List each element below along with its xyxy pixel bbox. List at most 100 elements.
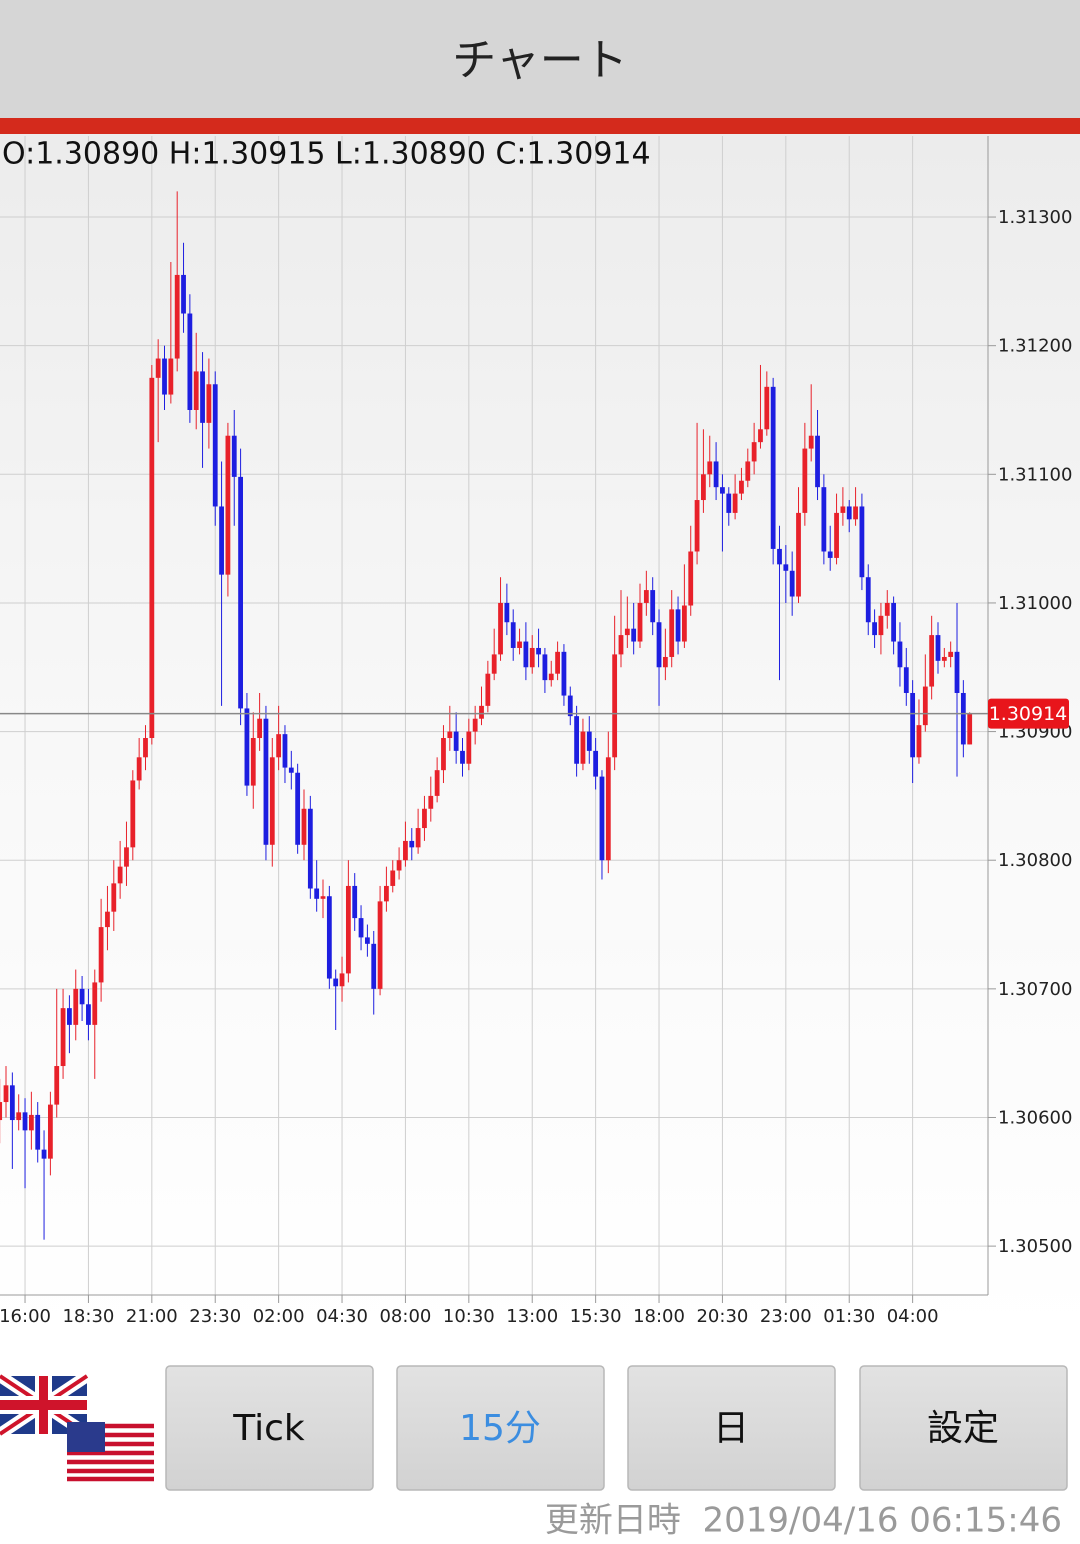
candle-body: [390, 870, 396, 886]
last-price-tag: [988, 698, 1069, 729]
candle-body: [555, 651, 560, 674]
candle-body: [174, 274, 180, 359]
candle-body: [206, 384, 212, 423]
candle-body: [149, 377, 155, 739]
candle-body: [612, 654, 618, 758]
candle-body: [9, 1085, 15, 1121]
candle-body: [929, 635, 935, 687]
candle-body: [409, 840, 415, 848]
flag-us: [67, 1422, 154, 1482]
button-label[interactable]: 設定: [927, 1408, 999, 1449]
plot-background: [0, 134, 1080, 1334]
candle-body: [593, 750, 599, 777]
y-tick-label: 1.31300: [998, 207, 1072, 228]
candle-body: [529, 647, 535, 668]
candle-body: [155, 358, 161, 378]
candle-body: [542, 654, 548, 681]
candle-body: [98, 927, 104, 983]
last-price-label: 1.30914: [989, 703, 1068, 725]
candle-body: [713, 461, 719, 488]
candle-body: [35, 1114, 41, 1150]
candle-body: [339, 973, 345, 987]
candle-body: [853, 506, 858, 520]
y-tick-label: 1.30600: [998, 1107, 1072, 1128]
candle-body: [675, 609, 681, 642]
candle-body: [117, 866, 123, 884]
button[interactable]: [396, 1365, 605, 1491]
candle-body: [916, 725, 922, 758]
candle-body: [124, 847, 129, 867]
candle-body: [447, 731, 453, 739]
candle-body: [846, 506, 852, 520]
x-tick-label: 02:00: [253, 1306, 305, 1327]
candle-body: [352, 885, 358, 919]
button[interactable]: [627, 1365, 836, 1491]
button-label[interactable]: 日: [713, 1408, 749, 1449]
candle-body: [701, 474, 706, 501]
candle-body: [428, 795, 434, 809]
candle-body: [967, 713, 973, 745]
candle-body: [681, 605, 687, 642]
candle-body: [257, 718, 263, 739]
header-title: チャート: [452, 35, 628, 86]
candle-body: [0, 1102, 3, 1121]
candle-body: [54, 1066, 60, 1105]
x-tick-label: 18:00: [633, 1306, 685, 1327]
button-bar: Tick 15分 日 設定: [165, 1365, 1068, 1491]
candle-body: [840, 506, 846, 513]
candle-body: [187, 313, 193, 410]
y-tick-label: 1.31000: [998, 593, 1072, 614]
candle-body: [872, 622, 877, 636]
button[interactable]: [165, 1365, 374, 1491]
y-tick-label: 1.30700: [998, 979, 1072, 1000]
button-label[interactable]: Tick: [232, 1408, 305, 1449]
candle-body: [536, 647, 541, 655]
candle-body: [41, 1149, 47, 1159]
x-tick-label: 08:00: [379, 1306, 431, 1327]
ohlc-label: O:1.30890 H:1.30915 L:1.30890 C:1.30914: [2, 137, 651, 172]
candle-body: [422, 808, 427, 829]
x-tick-label: 23:00: [760, 1306, 812, 1327]
candle-body: [910, 692, 916, 758]
candle-body: [548, 673, 554, 681]
candle-body: [28, 1114, 34, 1131]
candle-body: [244, 708, 250, 786]
candle-body: [16, 1112, 22, 1121]
candle-body: [815, 435, 820, 488]
candle-body: [441, 738, 446, 771]
candle-body: [47, 1104, 53, 1159]
candle-body: [79, 988, 85, 1005]
candle-body: [897, 641, 903, 668]
candle-body: [624, 628, 630, 636]
x-tick-label: 01:30: [823, 1306, 875, 1327]
y-tick-label: 1.30500: [998, 1236, 1072, 1257]
candle-body: [726, 493, 732, 513]
candle-body: [162, 358, 167, 395]
candle-body: [212, 384, 218, 507]
candle-body: [86, 1004, 91, 1025]
candle-body: [307, 808, 313, 889]
candle-body: [193, 371, 199, 410]
x-tick-label: 10:30: [443, 1306, 495, 1327]
x-tick-label: 13:00: [506, 1306, 558, 1327]
x-tick-label: 04:30: [316, 1306, 368, 1327]
candle-body: [605, 757, 611, 861]
button-label[interactable]: 15分: [459, 1408, 541, 1449]
candle-body: [922, 686, 928, 726]
candle-body: [821, 487, 827, 552]
candle-body: [960, 692, 966, 745]
x-tick-label: 23:30: [189, 1306, 241, 1327]
candle-body: [599, 776, 605, 861]
candle-body: [941, 656, 947, 661]
candle-body: [517, 641, 522, 648]
candle-body: [453, 731, 459, 751]
candle-body: [878, 615, 884, 636]
candle-body: [200, 371, 205, 423]
button[interactable]: [859, 1365, 1068, 1491]
x-tick-label: 21:00: [126, 1306, 178, 1327]
candle-body: [485, 673, 491, 706]
candle-body: [954, 651, 960, 693]
candle-body: [884, 602, 890, 616]
candle-body: [466, 731, 472, 764]
candle-body: [371, 943, 377, 989]
